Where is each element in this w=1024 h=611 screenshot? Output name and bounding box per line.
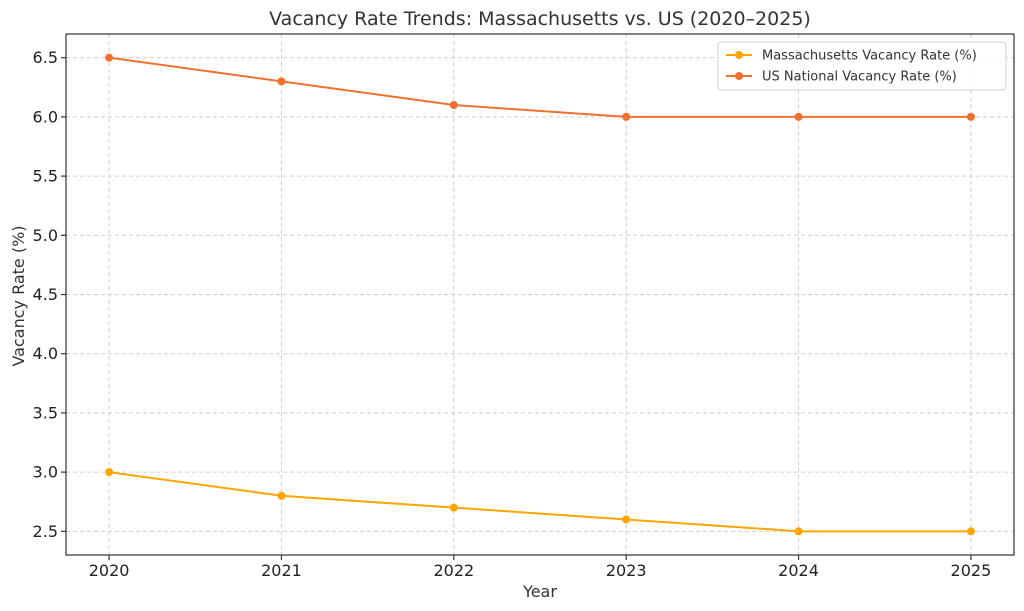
chart-title: Vacancy Rate Trends: Massachusetts vs. U… (269, 8, 811, 30)
data-point (449, 503, 458, 512)
legend-label: US National Vacancy Rate (%) (762, 70, 957, 85)
y-tick-label: 4.5 (33, 285, 58, 304)
data-point (622, 112, 631, 121)
legend: Massachusetts Vacancy Rate (%) US Nationa… (717, 41, 1007, 91)
y-tick-label: 2.5 (33, 522, 58, 541)
x-axis-label: Year (522, 582, 557, 601)
grid-layer (66, 34, 1014, 555)
legend-label: Massachusetts Vacancy Rate (%) (762, 49, 977, 64)
data-point (105, 468, 114, 477)
x-tick-label: 2021 (261, 561, 302, 580)
y-tick-label: 4.0 (33, 344, 58, 363)
y-tick-label: 6.5 (33, 48, 58, 67)
data-point (966, 527, 975, 536)
y-tick-label: 5.5 (33, 167, 58, 186)
data-point (966, 112, 975, 121)
legend-item: Massachusetts Vacancy Rate (%) (726, 49, 977, 64)
y-tick-label: 3.0 (33, 463, 58, 482)
legend-box (717, 41, 1007, 91)
series-line (108, 56, 971, 118)
data-point (449, 101, 458, 110)
plot-frame (65, 33, 1015, 556)
y-tick-label: 3.5 (33, 403, 58, 422)
legend-marker (735, 72, 743, 80)
data-point (277, 77, 286, 86)
data-point (794, 527, 803, 536)
x-tick-label: 2024 (778, 561, 819, 580)
data-point (794, 112, 803, 121)
legend-marker (735, 51, 743, 59)
x-tick-label: 2022 (433, 561, 474, 580)
x-tick-label: 2020 (89, 561, 130, 580)
series-layer (105, 53, 975, 536)
y-tick-label: 5.0 (33, 226, 58, 245)
y-tick-label: 6.0 (33, 107, 58, 126)
y-axis-label: Vacancy Rate (%) (9, 225, 28, 366)
data-point (277, 491, 286, 500)
axes-layer: 2020 2021 2022 2023 2024 2025 2.5 3.0 3.5 4.0 4.5 5… (33, 33, 1015, 580)
data-point (622, 515, 631, 524)
series-line (108, 471, 971, 533)
legend-item: US National Vacancy Rate (%) (726, 70, 957, 85)
x-tick-label: 2025 (951, 561, 992, 580)
series-massachusetts (105, 468, 975, 536)
data-point (105, 53, 114, 62)
series-us-national (105, 53, 975, 121)
x-tick-label: 2023 (606, 561, 647, 580)
